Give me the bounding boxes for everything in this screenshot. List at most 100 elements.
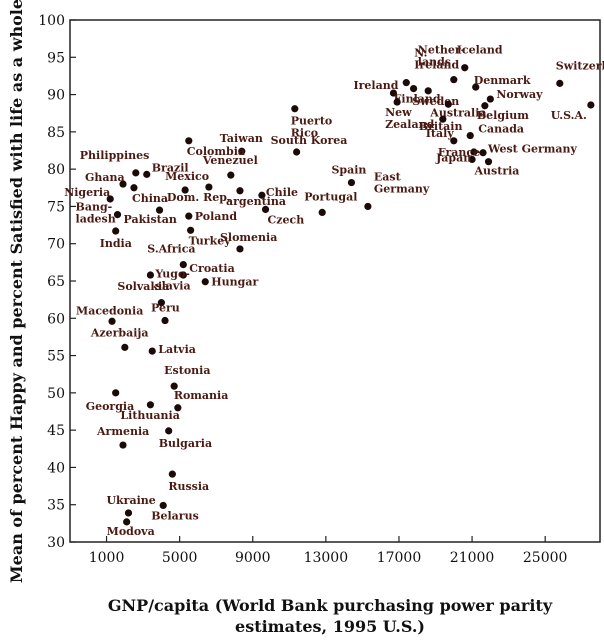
data-point-label-line: Dom. Rep. bbox=[167, 191, 231, 204]
data-point-label: India bbox=[100, 237, 132, 250]
data-point: Turkey bbox=[187, 226, 231, 247]
data-point-label-line: Nigeria bbox=[64, 186, 110, 199]
data-point: Philippines bbox=[80, 149, 149, 177]
data-point-label-line: Australia bbox=[429, 106, 486, 119]
data-point-marker bbox=[461, 64, 469, 72]
data-point-marker bbox=[146, 401, 155, 409]
data-point: Solvakia bbox=[117, 271, 169, 293]
data-point: U.S.A. bbox=[551, 101, 595, 122]
data-point: Italy bbox=[426, 127, 458, 145]
data-point-label-line: Czech bbox=[268, 213, 305, 226]
data-point-label-line: Brazil bbox=[152, 161, 189, 174]
y-tick-label: 55 bbox=[47, 349, 65, 365]
x-tick-label: 5000 bbox=[162, 550, 198, 566]
data-point-label: Belarus bbox=[151, 509, 199, 522]
data-point-marker bbox=[236, 187, 244, 195]
data-point-label-line: Azerbaija bbox=[90, 326, 149, 339]
data-point-label: Taiwan bbox=[220, 132, 263, 145]
data-point-label-line: India bbox=[100, 237, 132, 250]
data-point-marker bbox=[113, 211, 122, 219]
data-point: S.Africa bbox=[147, 243, 196, 269]
data-point-label: Nigeria bbox=[64, 186, 110, 199]
data-point-label-line: Austria bbox=[474, 165, 520, 178]
data-point: Portugal bbox=[304, 190, 357, 216]
data-point-label: Norway bbox=[496, 88, 543, 101]
data-point-marker bbox=[179, 260, 187, 269]
data-point: Ireland bbox=[353, 79, 399, 97]
data-point: Nigeria bbox=[64, 186, 114, 203]
data-point-label: Italy bbox=[426, 127, 455, 140]
data-point-label-line: Switzerland bbox=[556, 59, 604, 72]
data-point: Pakistan bbox=[124, 206, 177, 226]
data-point-label: Lithuania bbox=[120, 409, 179, 422]
data-point: Venezuel bbox=[202, 154, 258, 179]
data-point-label: Mexico bbox=[165, 170, 209, 183]
data-point-label-line: Yugo- bbox=[154, 268, 190, 281]
data-point: Hungar bbox=[201, 276, 258, 289]
data-point-marker bbox=[159, 501, 167, 510]
data-point-marker bbox=[174, 404, 182, 412]
data-point-marker bbox=[238, 147, 246, 155]
data-point-label: Iceland bbox=[457, 44, 503, 57]
data-point: Sweden bbox=[412, 87, 459, 108]
x-axis: 1000 5000 9000 13000 17000 21000 25000 bbox=[89, 536, 567, 566]
data-point-label-line: East bbox=[374, 170, 402, 183]
data-point-marker bbox=[168, 470, 176, 478]
data-point-label-line: Hungar bbox=[211, 276, 258, 289]
y-tick-label: 45 bbox=[47, 423, 65, 439]
data-point-label-line: South Korea bbox=[271, 134, 348, 147]
data-point-label: Chile bbox=[266, 186, 298, 199]
y-tick-label: 90 bbox=[47, 88, 65, 104]
data-point: Spain bbox=[331, 164, 366, 187]
data-point-label-line: Venezuel bbox=[202, 154, 258, 167]
y-tick-label: 80 bbox=[47, 162, 65, 178]
data-point-label: Russia bbox=[168, 480, 209, 493]
data-point-marker bbox=[179, 271, 187, 279]
data-point-marker bbox=[450, 137, 458, 145]
data-point-label: U.S.A. bbox=[551, 109, 587, 122]
data-point: Slomenia bbox=[220, 231, 277, 253]
data-point-marker bbox=[468, 155, 476, 164]
data-point-marker bbox=[318, 208, 326, 216]
data-point-label-line: Ireland bbox=[353, 79, 398, 92]
data-point: Canada bbox=[466, 123, 524, 140]
y-tick-label: 95 bbox=[47, 50, 65, 66]
data-point-marker bbox=[123, 518, 131, 526]
y-tick-label: 60 bbox=[47, 311, 65, 327]
data-point: West Germany bbox=[479, 143, 578, 157]
data-point-label-line: Chile bbox=[266, 186, 298, 199]
data-point-label: Peru bbox=[151, 302, 180, 315]
data-point-label: Australia bbox=[429, 106, 486, 119]
data-point-label-line: Zealand bbox=[385, 118, 434, 131]
data-point-marker bbox=[393, 98, 401, 106]
data-point: India bbox=[100, 227, 132, 250]
data-point-label: Portugal bbox=[304, 190, 357, 203]
data-point-marker bbox=[481, 102, 489, 110]
data-point-label: Ghana bbox=[85, 171, 125, 184]
data-point-marker bbox=[364, 202, 372, 211]
data-point-marker bbox=[472, 83, 480, 91]
data-point: Taiwan bbox=[220, 132, 263, 155]
data-point-label: Bulgaria bbox=[159, 437, 212, 450]
y-axis-title: Mean of percent Happy and percent Satisf… bbox=[7, 0, 26, 583]
data-point-marker bbox=[108, 317, 116, 325]
data-point-marker bbox=[132, 169, 140, 177]
data-point-label-line: Estonia bbox=[164, 364, 210, 377]
data-point: Bulgaria bbox=[159, 427, 212, 450]
data-point-marker bbox=[389, 89, 398, 97]
data-point-label-line: Norway bbox=[496, 88, 543, 101]
data-point-marker bbox=[185, 137, 193, 145]
data-point-label-line: Ukraine bbox=[106, 494, 155, 507]
data-point-label-line: Iceland bbox=[457, 44, 503, 57]
data-point-marker bbox=[143, 170, 151, 178]
data-point-marker bbox=[556, 79, 564, 87]
data-point: Brazil bbox=[143, 161, 189, 178]
data-point: Switzerland bbox=[556, 59, 604, 87]
data-point-label-line: Taiwan bbox=[220, 132, 263, 145]
x-tick-label: 13000 bbox=[304, 550, 349, 566]
y-tick-label: 35 bbox=[47, 498, 65, 514]
data-point-marker bbox=[227, 171, 235, 179]
data-point: Puerto Rico bbox=[291, 105, 332, 140]
data-point-label: France bbox=[438, 146, 480, 159]
